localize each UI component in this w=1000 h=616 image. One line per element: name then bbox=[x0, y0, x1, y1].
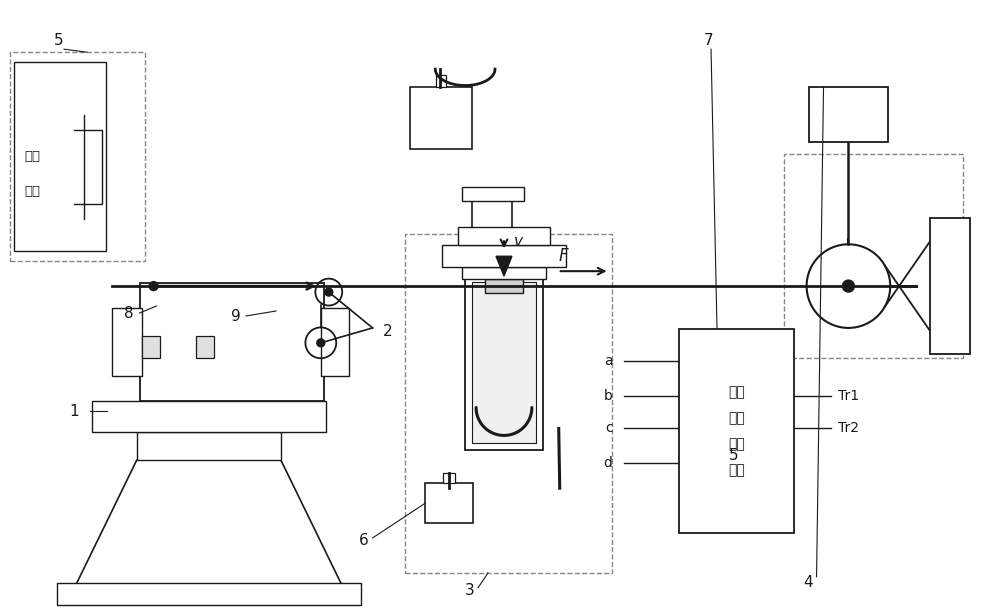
Bar bbox=[425, 483, 473, 523]
Text: 3: 3 bbox=[465, 583, 475, 598]
Text: 固定: 固定 bbox=[24, 150, 40, 163]
Text: $v$: $v$ bbox=[513, 234, 524, 249]
Bar bbox=[679, 329, 794, 533]
Bar bbox=[10, 52, 145, 261]
Polygon shape bbox=[496, 256, 512, 276]
Text: 7: 7 bbox=[704, 33, 714, 48]
Bar bbox=[485, 279, 523, 293]
Bar bbox=[57, 583, 361, 605]
Circle shape bbox=[325, 288, 333, 296]
Text: 6: 6 bbox=[359, 533, 368, 548]
Bar bbox=[443, 473, 455, 483]
Text: b: b bbox=[604, 389, 612, 403]
Bar bbox=[462, 267, 546, 279]
Bar bbox=[930, 219, 970, 354]
Bar bbox=[321, 308, 349, 376]
Text: 5: 5 bbox=[54, 33, 64, 48]
Bar bbox=[472, 282, 536, 444]
Bar bbox=[196, 336, 214, 358]
Text: 9: 9 bbox=[231, 309, 241, 324]
Bar bbox=[84, 130, 102, 205]
Bar bbox=[14, 62, 106, 251]
Text: d: d bbox=[604, 456, 612, 470]
Bar bbox=[462, 187, 524, 201]
Bar bbox=[137, 432, 281, 460]
Bar bbox=[410, 87, 472, 148]
Text: 5: 5 bbox=[729, 448, 739, 463]
Text: c: c bbox=[605, 421, 612, 436]
Bar bbox=[458, 227, 550, 245]
Bar bbox=[442, 245, 566, 267]
Text: 4: 4 bbox=[804, 575, 813, 590]
Circle shape bbox=[149, 282, 158, 291]
Text: 阶跃
边沿
检测
电路: 阶跃 边沿 检测 电路 bbox=[728, 385, 745, 477]
Bar bbox=[436, 75, 446, 87]
Bar bbox=[112, 308, 142, 376]
Bar bbox=[405, 234, 612, 573]
Bar bbox=[465, 276, 543, 450]
Text: a: a bbox=[604, 354, 612, 368]
Bar bbox=[784, 154, 963, 358]
Text: $F$: $F$ bbox=[558, 247, 570, 265]
Text: 1: 1 bbox=[69, 403, 79, 418]
Text: Tr2: Tr2 bbox=[838, 421, 859, 436]
Circle shape bbox=[842, 280, 854, 292]
Text: Tr1: Tr1 bbox=[838, 389, 860, 403]
Circle shape bbox=[317, 339, 325, 347]
Bar bbox=[809, 87, 888, 142]
Bar bbox=[92, 400, 326, 432]
Bar bbox=[140, 283, 324, 400]
Text: 2: 2 bbox=[383, 324, 392, 339]
Text: 支杆: 支杆 bbox=[24, 185, 40, 198]
Bar bbox=[142, 336, 160, 358]
Text: 8: 8 bbox=[124, 306, 133, 321]
